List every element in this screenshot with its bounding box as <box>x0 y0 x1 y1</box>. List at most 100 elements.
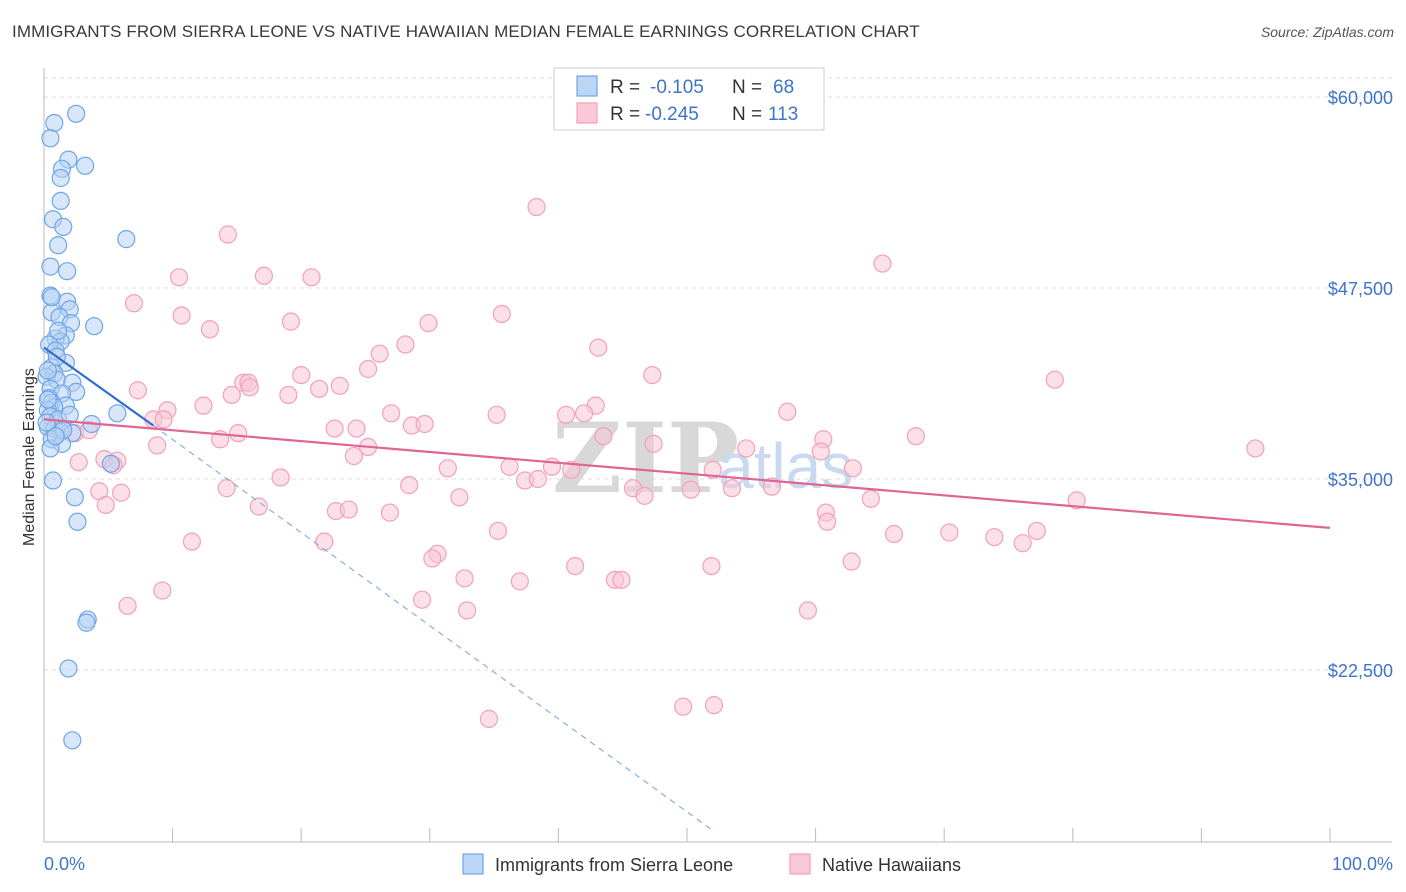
point-native-hawaiians <box>457 601 477 620</box>
point-sierra-leone <box>58 262 77 281</box>
point-native-hawaiians <box>940 523 959 542</box>
point-native-hawaiians <box>69 453 88 472</box>
point-sierra-leone <box>60 405 79 424</box>
bottom-legend-label-blue: Immigrants from Sierra Leone <box>495 855 733 875</box>
point-native-hawaiians <box>396 335 415 354</box>
point-native-hawaiians <box>873 254 892 273</box>
point-native-hawaiians <box>488 521 508 541</box>
point-native-hawaiians <box>703 460 722 479</box>
x-tick-label-end: 100.0% <box>1332 854 1393 874</box>
point-native-hawaiians <box>153 581 172 600</box>
point-native-hawaiians <box>423 549 442 568</box>
point-sierra-leone <box>59 659 78 678</box>
point-sierra-leone <box>76 156 95 175</box>
point-native-hawaiians <box>182 532 201 551</box>
point-native-hawaiians <box>249 497 268 516</box>
legend: R = -0.105 N = 68 R = -0.245 N = 113 <box>553 67 825 131</box>
series-legend: Immigrants from Sierra Leone Native Hawa… <box>462 853 961 875</box>
point-native-hawaiians <box>124 294 144 313</box>
point-sierra-leone <box>117 230 136 249</box>
trend-lines <box>43 346 1331 831</box>
point-native-hawaiians <box>96 495 115 515</box>
point-native-hawaiians <box>1067 491 1086 510</box>
point-native-hawaiians <box>884 524 904 544</box>
point-native-hawaiians <box>906 427 926 446</box>
point-native-hawaiians <box>218 225 237 244</box>
point-native-hawaiians <box>798 601 817 620</box>
point-sierra-leone <box>46 427 65 446</box>
legend-swatch-pink <box>576 102 598 124</box>
point-native-hawaiians <box>644 434 663 453</box>
point-native-hawaiians <box>310 379 329 398</box>
point-native-hawaiians <box>557 405 576 424</box>
point-native-hawaiians <box>438 459 457 478</box>
point-native-hawaiians <box>528 469 547 489</box>
watermark: ZIP atlas <box>552 402 853 515</box>
trend-line-sierra-leone-extension <box>152 425 714 831</box>
bottom-legend-label-pink: Native Hawaiians <box>822 855 961 875</box>
point-native-hawaiians <box>128 381 147 400</box>
x-tick-labels: 0.0% 100.0% <box>44 854 1393 874</box>
point-native-hawaiians <box>500 457 519 476</box>
point-native-hawaiians <box>589 338 608 357</box>
point-native-hawaiians <box>985 527 1004 547</box>
point-sierra-leone <box>108 404 127 423</box>
point-native-hawaiians <box>370 344 389 363</box>
y-tick-label: $22,500 <box>1328 661 1393 681</box>
point-sierra-leone <box>38 361 57 380</box>
legend-n-label-1: N = <box>732 77 762 98</box>
point-native-hawaiians <box>148 436 167 455</box>
point-sierra-leone <box>41 257 60 276</box>
point-native-hawaiians <box>380 503 400 522</box>
series-native-hawaiians <box>45 197 1265 728</box>
point-native-hawaiians <box>778 402 797 421</box>
point-sierra-leone <box>63 731 82 750</box>
point-native-hawaiians <box>737 439 756 458</box>
point-native-hawaiians <box>419 314 438 333</box>
y-tick-labels: $22,500 $35,000 $47,500 $60,000 <box>1328 88 1393 681</box>
point-native-hawaiians <box>172 306 191 325</box>
point-native-hawaiians <box>575 404 594 423</box>
legend-n-label-2: N = <box>732 104 762 125</box>
point-native-hawaiians <box>194 396 213 415</box>
point-native-hawaiians <box>281 312 301 331</box>
point-native-hawaiians <box>450 488 469 507</box>
point-native-hawaiians <box>674 697 693 716</box>
point-native-hawaiians <box>1246 439 1265 458</box>
point-native-hawaiians <box>843 459 862 478</box>
point-sierra-leone <box>51 168 70 188</box>
y-tick-label: $35,000 <box>1328 470 1393 490</box>
legend-r-value-1: -0.105 <box>650 77 704 98</box>
point-native-hawaiians <box>382 404 401 423</box>
point-native-hawaiians <box>240 378 259 397</box>
point-native-hawaiians <box>412 590 432 609</box>
x-tick-label-start: 0.0% <box>44 854 85 874</box>
legend-box <box>553 67 825 131</box>
source-label: Source: ZipAtlas.com <box>1260 24 1394 40</box>
point-native-hawaiians <box>527 197 546 217</box>
point-native-hawaiians <box>702 556 721 576</box>
point-native-hawaiians <box>594 427 613 446</box>
point-native-hawaiians <box>861 489 880 508</box>
legend-swatch-blue <box>576 75 598 97</box>
point-native-hawaiians <box>842 552 861 571</box>
point-native-hawaiians <box>344 446 364 466</box>
legend-n-value-2: 113 <box>768 104 798 125</box>
bottom-legend-swatch-blue <box>462 853 484 875</box>
point-sierra-leone <box>85 317 104 336</box>
point-native-hawaiians <box>154 410 173 429</box>
point-native-hawaiians <box>635 486 654 505</box>
chart-title: IMMIGRANTS FROM SIERRA LEONE VS NATIVE H… <box>12 22 920 41</box>
point-sierra-leone <box>51 191 70 211</box>
point-sierra-leone <box>49 321 68 340</box>
point-native-hawaiians <box>492 304 511 324</box>
point-sierra-leone <box>101 454 120 473</box>
bottom-legend-swatch-pink <box>789 853 811 875</box>
point-native-hawaiians <box>1013 534 1032 553</box>
point-native-hawaiians <box>169 268 189 287</box>
point-native-hawaiians <box>279 385 298 405</box>
point-native-hawaiians <box>200 320 219 339</box>
point-native-hawaiians <box>681 480 700 499</box>
point-native-hawaiians <box>302 268 321 287</box>
